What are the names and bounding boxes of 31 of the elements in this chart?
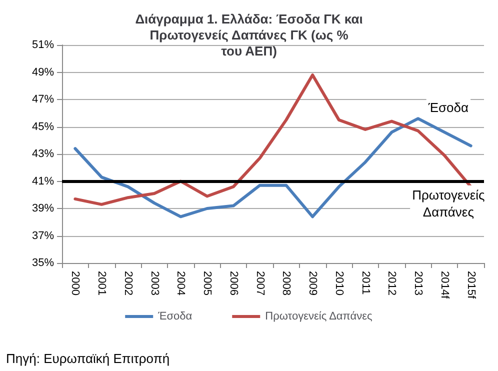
x-tick-label: 2015f xyxy=(464,271,477,300)
x-tick-label: 2009 xyxy=(306,271,319,296)
y-tick-label: 37% xyxy=(32,230,54,242)
annotation: Πρωτογενείς Δαπάνες xyxy=(412,187,485,220)
x-tick-label: 2005 xyxy=(201,271,214,296)
x-tick-label: 2004 xyxy=(174,271,187,296)
x-tick-label: 2003 xyxy=(148,271,160,296)
text: Πηγή: Ευρωπαϊκή Επιτροπή xyxy=(6,351,170,366)
y-tick-label: 39% xyxy=(32,202,54,214)
x-tick-label: 2011 xyxy=(359,271,372,295)
legend-label: Έσοδα xyxy=(157,310,193,322)
chart-title: Διάγραμμα 1. Ελλάδα: Έσοδα ΓΚ και Πρωτογενείς Δαπάνες ΓΚ (ως % του ΑΕΠ) xyxy=(135,12,364,58)
x-tick-label: 2006 xyxy=(227,271,240,296)
y-tick-label: 41% xyxy=(32,175,54,188)
x-tick-label: 2013 xyxy=(412,271,424,296)
x-tick-label: 2010 xyxy=(332,271,345,296)
x-tick-label: 2001 xyxy=(96,271,108,296)
y-tick-label: 45% xyxy=(32,120,54,133)
x-tick-label: 2014f xyxy=(438,271,450,300)
x-tick-label: 2012 xyxy=(386,271,398,296)
annotation: Έσοδα xyxy=(427,100,470,116)
x-tick-label: 2002 xyxy=(122,271,134,296)
legend-label: Πρωτογενείς Δαπάνες xyxy=(265,310,372,322)
y-tick-label: 43% xyxy=(32,148,54,160)
y-tick-label: 49% xyxy=(32,66,54,78)
y-tick-label: 51% xyxy=(32,39,54,51)
x-tick-label: 2008 xyxy=(280,271,292,296)
x-tick-label: 2000 xyxy=(69,271,82,296)
y-tick-label: 47% xyxy=(32,94,54,106)
x-tick-label: 2007 xyxy=(254,271,266,296)
y-tick-label: 35% xyxy=(32,257,54,269)
